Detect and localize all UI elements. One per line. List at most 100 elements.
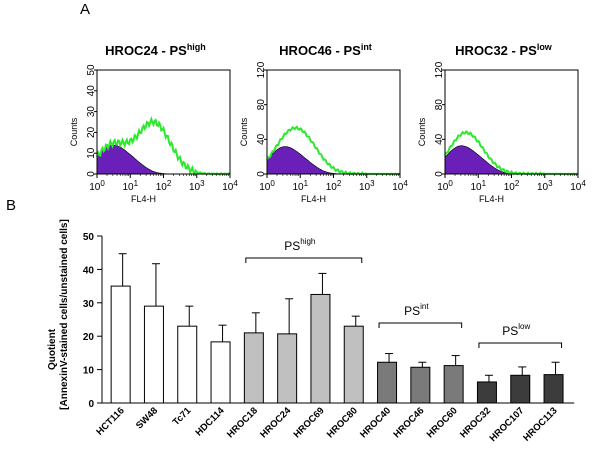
y-tick-label: 120 (434, 61, 445, 78)
x-tick-label: 101 (470, 179, 486, 193)
bar (410, 366, 431, 404)
bar (310, 293, 331, 404)
bar (110, 285, 131, 404)
y-tick-label: 10 (83, 366, 95, 377)
x-tick-label: HROC46 (391, 405, 426, 440)
y-tick-label: 40 (86, 85, 97, 97)
group-bracket (478, 342, 563, 348)
group-label: PSint (404, 302, 429, 318)
x-tick-exponent: 3 (370, 179, 375, 188)
bar (476, 381, 497, 404)
x-axis-label: FL4-H (301, 194, 326, 204)
y-axis-label: Counts (239, 117, 249, 146)
x-tick-label: 104 (392, 179, 408, 193)
y-tick-label: 10 (86, 147, 97, 159)
bar (377, 361, 398, 404)
x-tick-label: SW48 (134, 405, 160, 431)
x-tick-label: 101 (292, 179, 308, 193)
bar (243, 332, 264, 404)
y-tick-label: 40 (83, 265, 95, 276)
x-tick-label: HROC80 (325, 405, 360, 440)
x-tick-label: 104 (570, 179, 586, 193)
bar (510, 374, 531, 404)
y-tick-label: 20 (86, 126, 97, 138)
unstained-histogram (444, 145, 578, 175)
group-label: PSlow (502, 322, 530, 338)
y-axis-label-line2: [AnnexinV-stained cells/unstained cells] (59, 219, 70, 410)
x-tick-exponent: 2 (167, 179, 172, 188)
y-tick-label: 30 (86, 106, 97, 118)
y-tick-label: 0 (88, 399, 94, 410)
panel-b-label: B (6, 197, 16, 214)
bar (443, 365, 464, 404)
x-tick-label: 102 (504, 179, 520, 193)
x-tick-exponent: 3 (200, 179, 205, 188)
y-tick-label: 20 (83, 332, 95, 343)
x-tick-label: 103 (189, 179, 205, 193)
bar (143, 305, 164, 404)
group-label-sup: high (300, 237, 315, 246)
x-tick-label: 103 (537, 179, 553, 193)
bar (277, 333, 298, 404)
x-tick-label: HROC24 (258, 405, 294, 441)
x-tick-exponent: 1 (304, 179, 309, 188)
x-tick-label: HCT116 (94, 405, 126, 437)
unstained-histogram (266, 146, 400, 175)
x-tick-label: 100 (259, 179, 275, 193)
y-axis-label-line1: Quotient (47, 328, 58, 370)
x-axis-label: FL4-H (479, 194, 504, 204)
x-tick-label: Tc71 (171, 405, 194, 428)
y-axis-label: Counts (69, 117, 79, 146)
histogram-title-sup: int (361, 42, 372, 52)
x-tick-label: HROC69 (292, 405, 327, 440)
x-tick-exponent: 4 (581, 179, 586, 188)
x-tick-exponent: 0 (270, 179, 275, 188)
bar (343, 325, 364, 404)
x-tick-exponent: 1 (134, 179, 139, 188)
x-tick-label: HROC60 (425, 405, 460, 440)
y-tick-label: 30 (83, 299, 95, 310)
x-tick-label: 100 (89, 179, 105, 193)
histogram-title: HROC24 - PShigh (105, 42, 206, 58)
x-tick-label: 102 (156, 179, 172, 193)
histogram-1: HROC24 - PShigh 0 10 20 30 40 50 Counts 100 101 10… (69, 42, 238, 204)
x-tick-label: HROC107 (488, 405, 527, 444)
x-tick-exponent: 4 (233, 179, 238, 188)
y-tick-label: 120 (256, 61, 267, 78)
histogram-title: HROC32 - PSlow (455, 42, 553, 58)
x-tick-label: 103 (359, 179, 375, 193)
x-tick-exponent: 4 (403, 179, 408, 188)
y-axis-label: Counts (417, 117, 427, 146)
histogram-title-sup: high (187, 42, 206, 52)
y-tick-label: 40 (256, 133, 267, 145)
x-tick-label: HDC114 (193, 405, 227, 439)
y-tick-label: 0 (434, 171, 445, 177)
group-label-sup: int (420, 302, 429, 311)
y-tick-label: 40 (434, 133, 445, 145)
y-tick-label: 80 (434, 99, 445, 111)
x-tick-label: HROC18 (225, 405, 260, 440)
bar (543, 374, 564, 404)
group-bracket (378, 322, 463, 328)
histogram-title: HROC46 - PSint (279, 42, 372, 58)
panel-a-label: A (80, 1, 90, 18)
bar (210, 341, 231, 404)
group-label: PShigh (284, 237, 315, 253)
x-tick-label: 100 (437, 179, 453, 193)
x-tick-label: 101 (122, 179, 138, 193)
x-tick-label: HROC40 (358, 405, 393, 440)
y-tick-label: 80 (256, 99, 267, 111)
y-tick-label: 50 (86, 64, 97, 76)
x-tick-exponent: 0 (448, 179, 453, 188)
bar-chart: 0 10 20 30 40 50 Quotient [AnnexinV-stained cel… (47, 219, 575, 444)
y-tick-label: 50 (83, 232, 95, 243)
x-tick-exponent: 1 (482, 179, 487, 188)
x-tick-exponent: 2 (337, 179, 342, 188)
bar (177, 325, 198, 404)
histogram-2: HROC46 - PSint 0 40 80 120 Counts 100 101 1 0 2 103… (239, 42, 408, 204)
y-tick-label: 0 (256, 171, 267, 177)
x-tick-exponent: 3 (548, 179, 553, 188)
y-tick-label: 0 (86, 171, 97, 177)
